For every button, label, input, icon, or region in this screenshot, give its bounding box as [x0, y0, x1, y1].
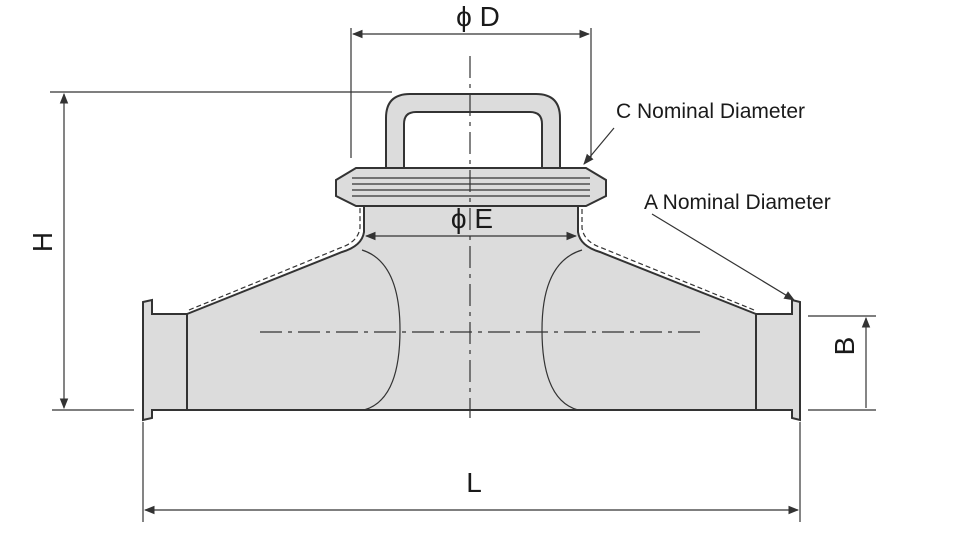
left-inner-cylinder [361, 249, 401, 411]
handle [385, 93, 561, 169]
main-body-shell [186, 199, 757, 411]
dimension-e-label: ϕ E [451, 203, 493, 234]
dimension-d-label: ϕ D [456, 1, 500, 32]
dimension-b: B [808, 315, 876, 411]
right-inner-cylinder [541, 249, 583, 411]
right-ferrule [755, 298, 801, 422]
clamp-ring [335, 167, 607, 207]
strainer-body [142, 199, 801, 422]
dimension-b-label: B [829, 337, 860, 356]
dimension-d: ϕ D [350, 1, 592, 158]
hidden-line-right [581, 204, 755, 311]
dimension-l: L [142, 422, 801, 522]
cover-clamp [335, 93, 607, 207]
dimension-l-label: L [466, 467, 482, 498]
callout-c-label: C Nominal Diameter [616, 100, 805, 123]
dimension-h: H [27, 91, 392, 411]
dimension-h-label: H [27, 232, 58, 252]
hidden-line-left [188, 204, 361, 311]
callout-c: C Nominal Diameter [583, 100, 805, 165]
callout-a: A Nominal Diameter [644, 191, 831, 301]
callout-a-label: A Nominal Diameter [644, 191, 831, 214]
dimension-e: ϕ E [364, 203, 578, 241]
left-ferrule [142, 298, 188, 422]
